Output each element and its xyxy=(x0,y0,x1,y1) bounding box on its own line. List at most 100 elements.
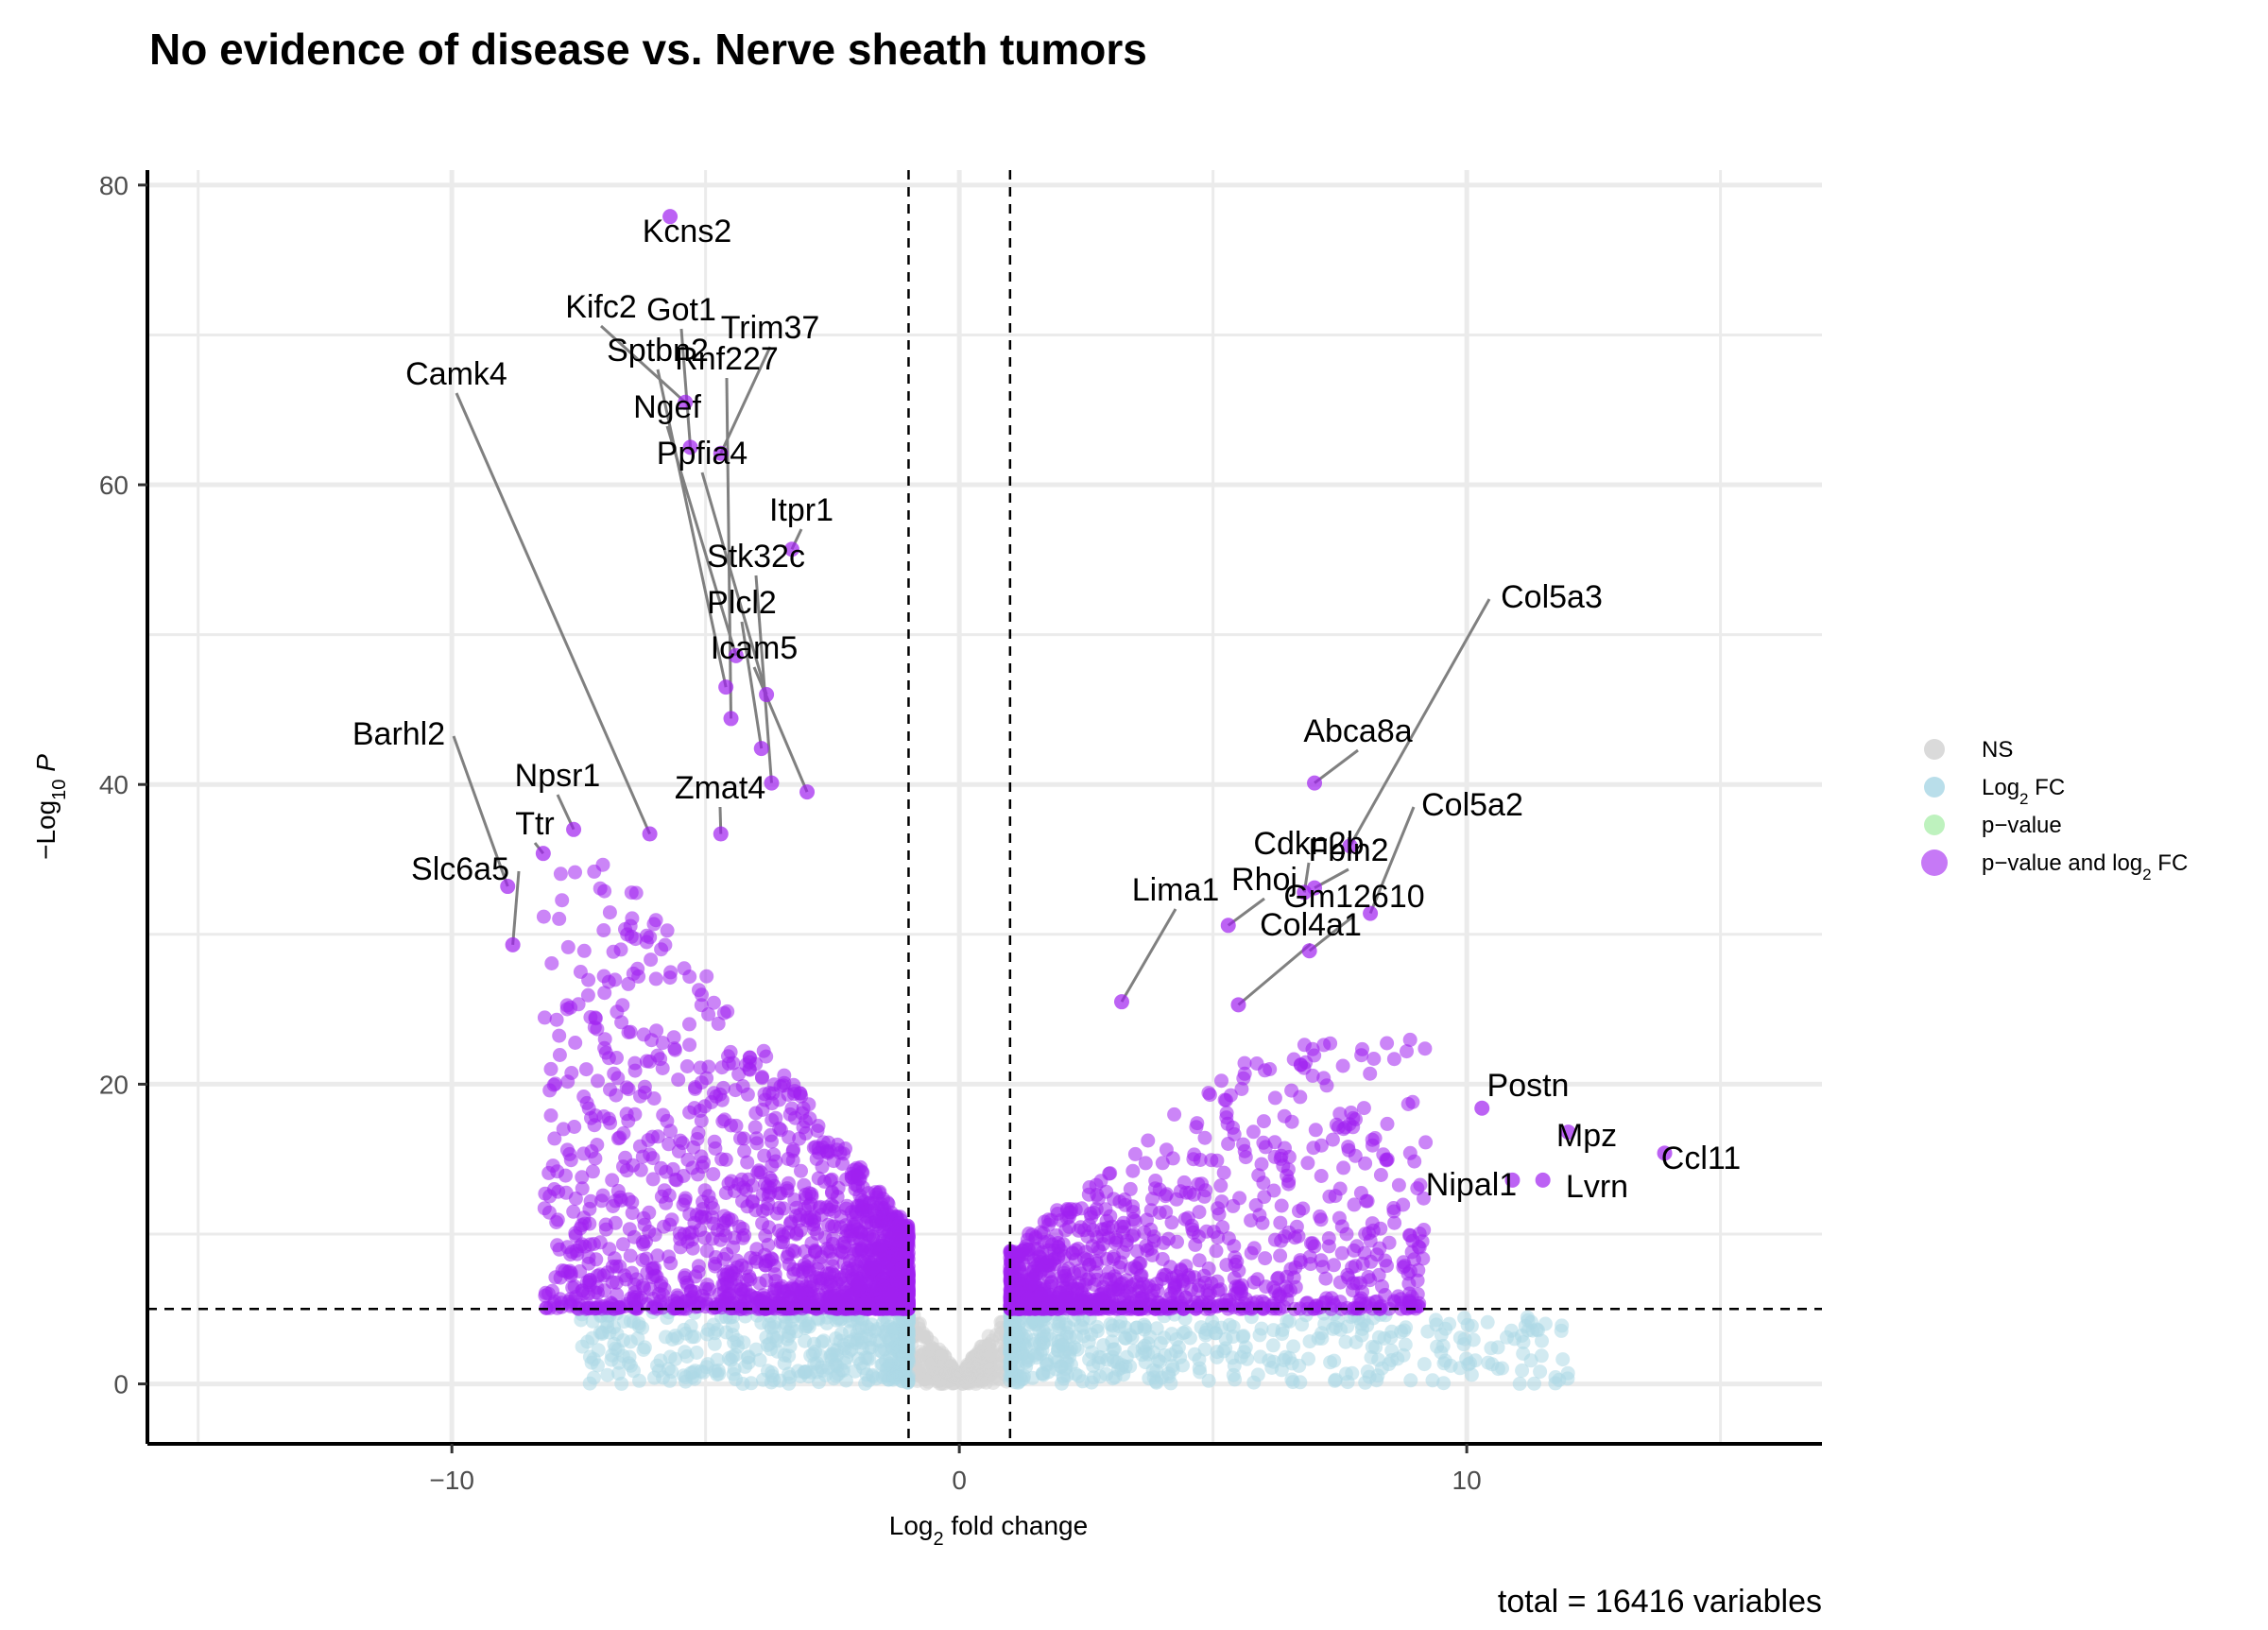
data-point xyxy=(1159,1142,1174,1158)
data-point xyxy=(575,1218,590,1233)
data-point xyxy=(628,885,644,901)
data-point xyxy=(1356,1101,1371,1116)
data-point xyxy=(586,1351,601,1366)
data-point xyxy=(633,1162,648,1177)
data-point xyxy=(1402,1145,1418,1160)
data-point xyxy=(1078,1244,1093,1260)
data-point xyxy=(1035,1262,1050,1278)
data-point xyxy=(1037,1235,1052,1250)
data-point xyxy=(788,1282,803,1297)
data-point xyxy=(729,1372,743,1387)
data-point xyxy=(1292,1358,1307,1373)
data-point xyxy=(758,1228,773,1244)
data-point xyxy=(833,1220,848,1235)
data-point xyxy=(748,1203,764,1218)
data-point xyxy=(677,1270,692,1285)
data-point xyxy=(650,1129,665,1144)
data-point xyxy=(616,1333,631,1347)
data-point xyxy=(1237,1143,1252,1158)
data-point xyxy=(1338,1334,1353,1349)
data-point xyxy=(803,1274,818,1289)
legend-key xyxy=(1924,777,1945,798)
data-point xyxy=(639,928,654,943)
data-point xyxy=(699,1244,714,1259)
data-point xyxy=(645,1261,661,1276)
data-point xyxy=(811,1119,826,1133)
data-point xyxy=(610,1287,625,1302)
data-point xyxy=(1252,1328,1267,1343)
labeled-data-point xyxy=(718,679,734,695)
data-point xyxy=(781,1152,796,1166)
data-point xyxy=(1170,1290,1185,1304)
data-point xyxy=(1274,1363,1289,1378)
data-point xyxy=(600,1367,615,1382)
gene-label: Icam5 xyxy=(711,630,799,666)
data-point xyxy=(1138,1345,1153,1360)
data-point xyxy=(564,1066,579,1080)
data-point xyxy=(682,1017,696,1032)
data-point xyxy=(1296,1201,1311,1216)
data-point xyxy=(1040,1328,1055,1343)
data-point xyxy=(704,1095,719,1109)
data-point xyxy=(648,913,663,928)
data-point xyxy=(565,1294,580,1309)
data-point xyxy=(774,1278,789,1294)
legend-key xyxy=(1924,815,1945,835)
data-point xyxy=(751,1299,766,1314)
data-point xyxy=(619,1080,634,1095)
data-point xyxy=(1335,1058,1350,1073)
data-point xyxy=(1500,1330,1514,1345)
data-point xyxy=(1367,1295,1383,1310)
labeled-data-point xyxy=(723,711,739,727)
data-point xyxy=(1368,1340,1383,1355)
data-point xyxy=(1021,1250,1036,1265)
data-point xyxy=(883,1290,898,1305)
data-point xyxy=(888,1233,903,1248)
data-point xyxy=(1246,1241,1262,1256)
data-point xyxy=(552,1048,567,1062)
data-point xyxy=(1354,1048,1369,1063)
data-point xyxy=(1402,1032,1418,1047)
data-point xyxy=(721,1056,736,1072)
data-point xyxy=(619,1272,633,1287)
data-point xyxy=(1554,1323,1569,1338)
data-point xyxy=(1240,1351,1255,1366)
data-point xyxy=(1382,1235,1397,1250)
data-point xyxy=(639,1054,654,1069)
data-point xyxy=(1460,1317,1475,1332)
data-point xyxy=(1055,1292,1070,1307)
data-point xyxy=(809,1364,824,1380)
data-point xyxy=(1516,1347,1531,1361)
data-point xyxy=(543,1108,558,1123)
data-point xyxy=(757,1148,772,1163)
data-point xyxy=(1238,1340,1253,1355)
data-point xyxy=(1327,1258,1341,1273)
data-point xyxy=(651,1364,666,1379)
data-point xyxy=(1480,1314,1495,1330)
data-point xyxy=(823,1349,838,1364)
data-point xyxy=(1248,1198,1263,1212)
connector-line xyxy=(1120,908,1177,1003)
data-point xyxy=(586,1370,601,1385)
data-point xyxy=(1308,1123,1323,1138)
data-point xyxy=(755,1216,770,1231)
data-point xyxy=(625,911,640,926)
legend-label: p−value xyxy=(1982,813,2062,838)
data-point xyxy=(1165,1359,1180,1374)
data-point xyxy=(815,1334,830,1349)
data-point xyxy=(1485,1357,1500,1372)
data-point xyxy=(658,937,673,952)
data-point xyxy=(1125,1205,1141,1220)
data-point xyxy=(662,1249,677,1264)
data-point xyxy=(697,1230,713,1245)
labeled-data-point xyxy=(1230,997,1246,1013)
legend-key xyxy=(1921,849,1948,876)
data-point xyxy=(659,1330,673,1345)
data-point xyxy=(1089,1177,1104,1192)
data-point xyxy=(707,1336,722,1351)
gene-label: Lvrn xyxy=(1566,1169,1628,1205)
data-point xyxy=(1192,1278,1207,1293)
data-point xyxy=(670,1330,685,1346)
data-point xyxy=(777,1068,792,1083)
labeled-data-point xyxy=(642,826,658,842)
